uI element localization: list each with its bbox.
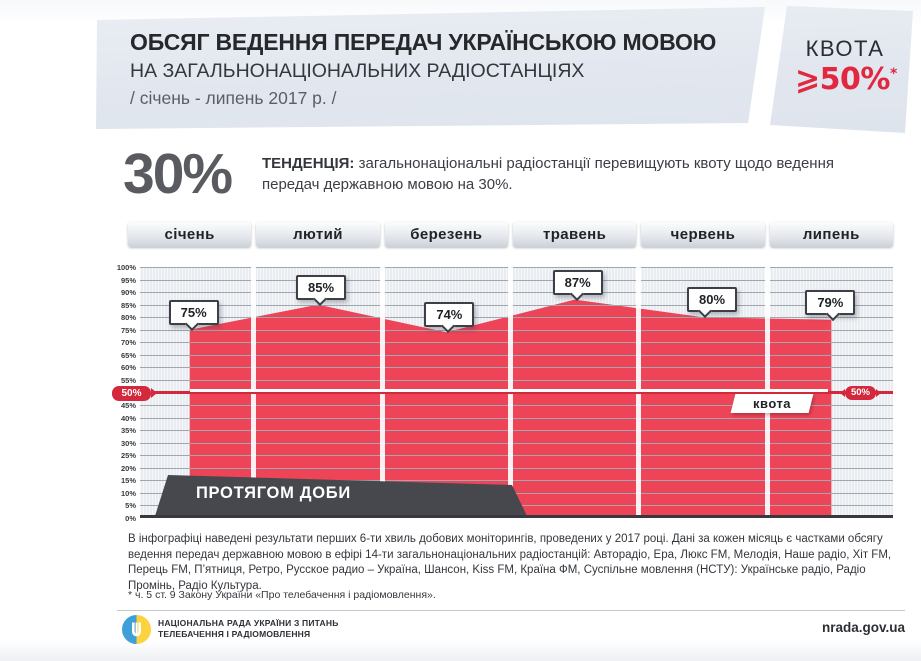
gridline	[140, 267, 893, 268]
y-axis-label: 95%	[120, 275, 136, 285]
y-axis-label: 0%	[125, 514, 136, 523]
title-line2: НА ЗАГАЛЬНОНАЦІОНАЛЬНИХ РАДІОСТАНЦІЯХ	[130, 60, 585, 82]
data-label-bubble: 80%	[687, 287, 738, 319]
y-axis-label: 70%	[120, 338, 136, 348]
gridline	[140, 279, 893, 281]
gridline	[140, 492, 893, 494]
y-axis-label: 10%	[120, 488, 136, 498]
y-axis-label: 90%	[120, 288, 136, 298]
y-axis-label: 15%	[120, 476, 136, 486]
y-axis-label: 40%	[120, 413, 136, 423]
trend-lead: ТЕНДЕНЦІЯ:	[262, 155, 355, 172]
trend-text: ТЕНДЕНЦІЯ: загальнонаціональні радіостан…	[262, 153, 846, 195]
y-axis-label: 55%	[120, 375, 136, 385]
gridline	[140, 342, 893, 344]
gridline	[140, 455, 893, 457]
title-line1: ОБСЯГ ВЕДЕННЯ ПЕРЕДАЧ УКРАЇНСЬКОЮ МОВОЮ	[130, 29, 717, 55]
daytime-banner-label: ПРОТЯГОМ ДОБИ	[196, 484, 351, 502]
footer-divider	[117, 610, 905, 611]
gridline	[140, 304, 893, 306]
month-tab: травень	[512, 222, 637, 247]
y-axis-label: 45%	[120, 401, 136, 411]
month-tab: березень	[384, 222, 508, 247]
y-axis-label: 85%	[120, 300, 136, 310]
trend-body: загальнонаціональні радіостанції перевищ…	[262, 155, 834, 193]
quota-badge-left: 50%	[112, 385, 157, 401]
title-period: / січень - липень 2017 р. /	[130, 88, 337, 108]
quota-line-inner	[190, 388, 828, 392]
gridline	[140, 379, 893, 381]
gridline	[140, 467, 893, 469]
national-council-logo-icon	[121, 614, 152, 645]
quota-panel	[770, 6, 913, 133]
methodology-note: В інфографіці наведені результати перших…	[128, 533, 892, 592]
quota-line	[151, 391, 893, 394]
gridline	[140, 417, 893, 419]
quota-asterisk: *	[889, 66, 897, 82]
y-axis-label: 35%	[120, 426, 136, 436]
y-axis-label: 60%	[120, 363, 136, 373]
header-panel	[96, 7, 765, 129]
data-label-bubble: 79%	[805, 289, 856, 321]
quota-value-text: ⩾50%	[795, 62, 890, 97]
month-tab: червень	[641, 222, 765, 247]
gridline	[140, 292, 893, 294]
y-axis-label: 75%	[120, 325, 136, 335]
quota-badge-right: 50%	[840, 386, 881, 400]
quota-tag: квота	[730, 393, 814, 413]
data-label-bubble: 75%	[168, 299, 219, 331]
month-tab: лютий	[256, 222, 380, 247]
data-label-bubble: 74%	[424, 302, 475, 334]
law-footnote: * ч. 5 ст. 9 Закону України «Про телебач…	[128, 589, 436, 601]
quota-value: ⩾50%*	[795, 62, 897, 97]
gridline	[140, 329, 893, 331]
gridline	[140, 354, 893, 356]
gridline	[140, 317, 893, 319]
quota-label: КВОТА	[805, 36, 885, 61]
website-url: nrada.gov.ua	[821, 620, 905, 635]
y-axis-label: 5%	[125, 501, 136, 511]
month-tab: липень	[769, 222, 893, 247]
y-axis-label: 20%	[120, 463, 136, 473]
quota-tag-label: квота	[752, 395, 792, 411]
gridline	[140, 480, 893, 482]
y-axis-label: 80%	[120, 313, 136, 323]
gridline	[140, 442, 893, 444]
org-name-line1: НАЦІОНАЛЬНА РАДА УКРАЇНИ З ПИТАНЬ	[158, 618, 339, 628]
org-name-line2: ТЕЛЕБАЧЕННЯ І РАДІОМОВЛЕННЯ	[158, 629, 311, 639]
org-name: НАЦІОНАЛЬНА РАДА УКРАЇНИ З ПИТАНЬ ТЕЛЕБА…	[158, 618, 339, 640]
month-tab: січень	[128, 222, 252, 247]
data-label-bubble: 85%	[296, 274, 347, 306]
y-axis-label: 25%	[120, 451, 136, 461]
y-axis-label: 100%	[116, 263, 136, 272]
gridline	[140, 430, 893, 432]
x-axis-line	[140, 514, 893, 518]
trend-big-value: 30%	[123, 142, 233, 206]
y-axis-label: 65%	[120, 350, 136, 360]
data-label-bubble: 87%	[552, 269, 603, 301]
gridline	[140, 367, 893, 369]
gridline	[140, 405, 893, 407]
y-axis-label: 30%	[120, 438, 136, 448]
